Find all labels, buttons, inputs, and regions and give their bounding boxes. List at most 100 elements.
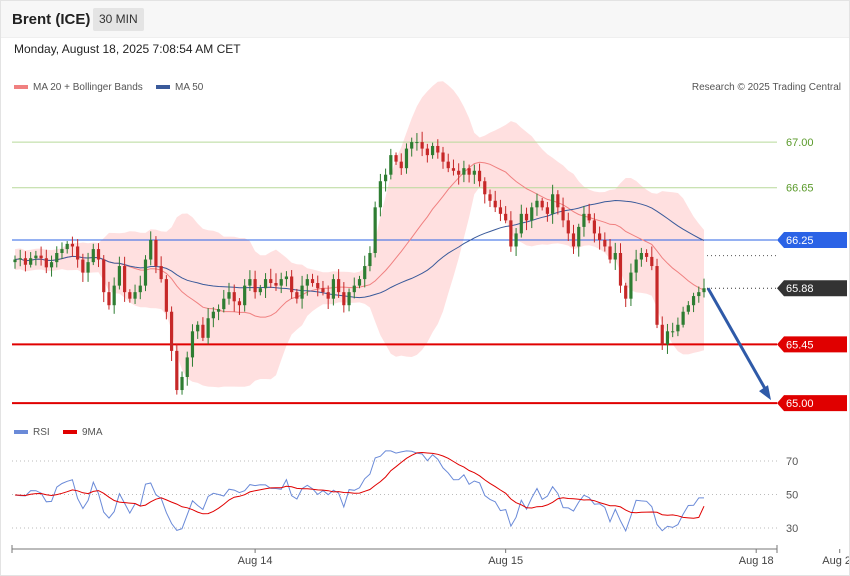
candle — [96, 243, 101, 268]
candle-body — [368, 253, 372, 267]
candle-body — [545, 207, 550, 214]
candle — [112, 277, 116, 314]
candle-body — [295, 292, 299, 299]
candle — [107, 281, 111, 310]
candle-body — [535, 200, 539, 208]
candle-body — [639, 253, 643, 260]
candle-body — [243, 285, 247, 306]
candle-body — [519, 213, 523, 234]
candle — [540, 197, 544, 211]
candle-body — [488, 194, 492, 201]
candle-body — [190, 331, 195, 358]
candle-body — [290, 276, 294, 293]
candle — [263, 273, 268, 298]
candle — [347, 288, 351, 312]
candle-body — [216, 309, 221, 312]
candle — [295, 288, 299, 304]
candle — [441, 146, 445, 169]
candle-body — [284, 276, 289, 280]
candle-body — [91, 249, 95, 263]
candle — [493, 190, 497, 213]
candle-body — [681, 311, 685, 325]
x-axis: Aug 14 Aug 15 Aug 18 Aug 20 — [11, 545, 849, 567]
candle-body — [232, 292, 236, 302]
projection-arrow — [706, 287, 771, 401]
candle — [472, 164, 476, 184]
candle — [159, 256, 163, 283]
candle — [681, 306, 685, 328]
candle — [451, 159, 456, 176]
candle — [430, 142, 435, 159]
candle-body — [237, 301, 242, 306]
candle — [671, 322, 675, 338]
candle-body — [65, 243, 69, 250]
candle-body — [644, 253, 649, 257]
candle-body — [587, 213, 591, 221]
candle — [509, 211, 513, 252]
candle-body — [337, 279, 341, 293]
candle-body — [629, 272, 633, 299]
candle-body — [143, 259, 148, 286]
credit-text: Research © 2025 Trading Central — [692, 82, 841, 93]
candle-body — [331, 279, 336, 299]
candle — [123, 256, 127, 302]
candle-body — [44, 258, 48, 268]
candle-body — [138, 285, 142, 293]
candle — [383, 168, 388, 192]
candle-body — [222, 298, 226, 310]
rsi-tick-50: 50 — [786, 490, 798, 502]
candle — [608, 239, 612, 264]
candle — [117, 256, 121, 290]
timeframe-button[interactable]: 30 MIN — [93, 8, 144, 31]
candle-body — [462, 168, 466, 175]
level-label-65.88: 65.88 — [786, 283, 814, 295]
candle — [561, 197, 565, 228]
candle — [243, 279, 247, 312]
candle-body — [149, 239, 153, 260]
candle — [660, 316, 664, 350]
candle — [514, 228, 518, 256]
candle-body — [175, 350, 179, 391]
level-tag-66.25 — [777, 231, 847, 248]
candle — [545, 201, 550, 222]
rsi-line — [14, 450, 704, 533]
candle — [49, 255, 54, 277]
candle — [237, 298, 242, 315]
projection-arrowhead — [759, 385, 771, 401]
candle — [331, 274, 336, 306]
candle-body — [169, 311, 174, 351]
projection-line — [706, 287, 769, 393]
candle-body — [686, 305, 690, 312]
candle-body — [671, 331, 675, 333]
candle — [253, 270, 257, 299]
candle-body — [112, 285, 116, 306]
candle — [55, 246, 59, 268]
level-tag-65.45 — [777, 336, 847, 353]
candle — [279, 272, 283, 294]
candle-body — [342, 292, 346, 306]
candle-body — [13, 259, 17, 263]
candle — [446, 153, 450, 173]
candle — [415, 133, 419, 151]
candle-body — [634, 259, 638, 273]
candle-body — [373, 207, 377, 253]
candle-body — [107, 292, 111, 306]
x-tick-label: Aug 18 — [739, 555, 774, 567]
candle-body — [154, 239, 158, 267]
candle — [169, 306, 174, 362]
candle — [373, 201, 377, 258]
candle-body — [347, 292, 351, 306]
candle-body — [363, 266, 367, 280]
candle-body — [665, 331, 670, 345]
candle — [23, 251, 28, 272]
header-bar: Brent (ICE) 30 MIN — [1, 1, 849, 38]
candle-body — [253, 279, 257, 293]
candle — [18, 249, 22, 267]
candle-body — [55, 253, 59, 263]
level-label-65.00: 65.00 — [786, 398, 814, 410]
candle — [274, 273, 278, 291]
candle — [394, 152, 398, 165]
candle — [290, 270, 294, 299]
candle-body — [394, 155, 398, 162]
candle — [488, 189, 492, 207]
